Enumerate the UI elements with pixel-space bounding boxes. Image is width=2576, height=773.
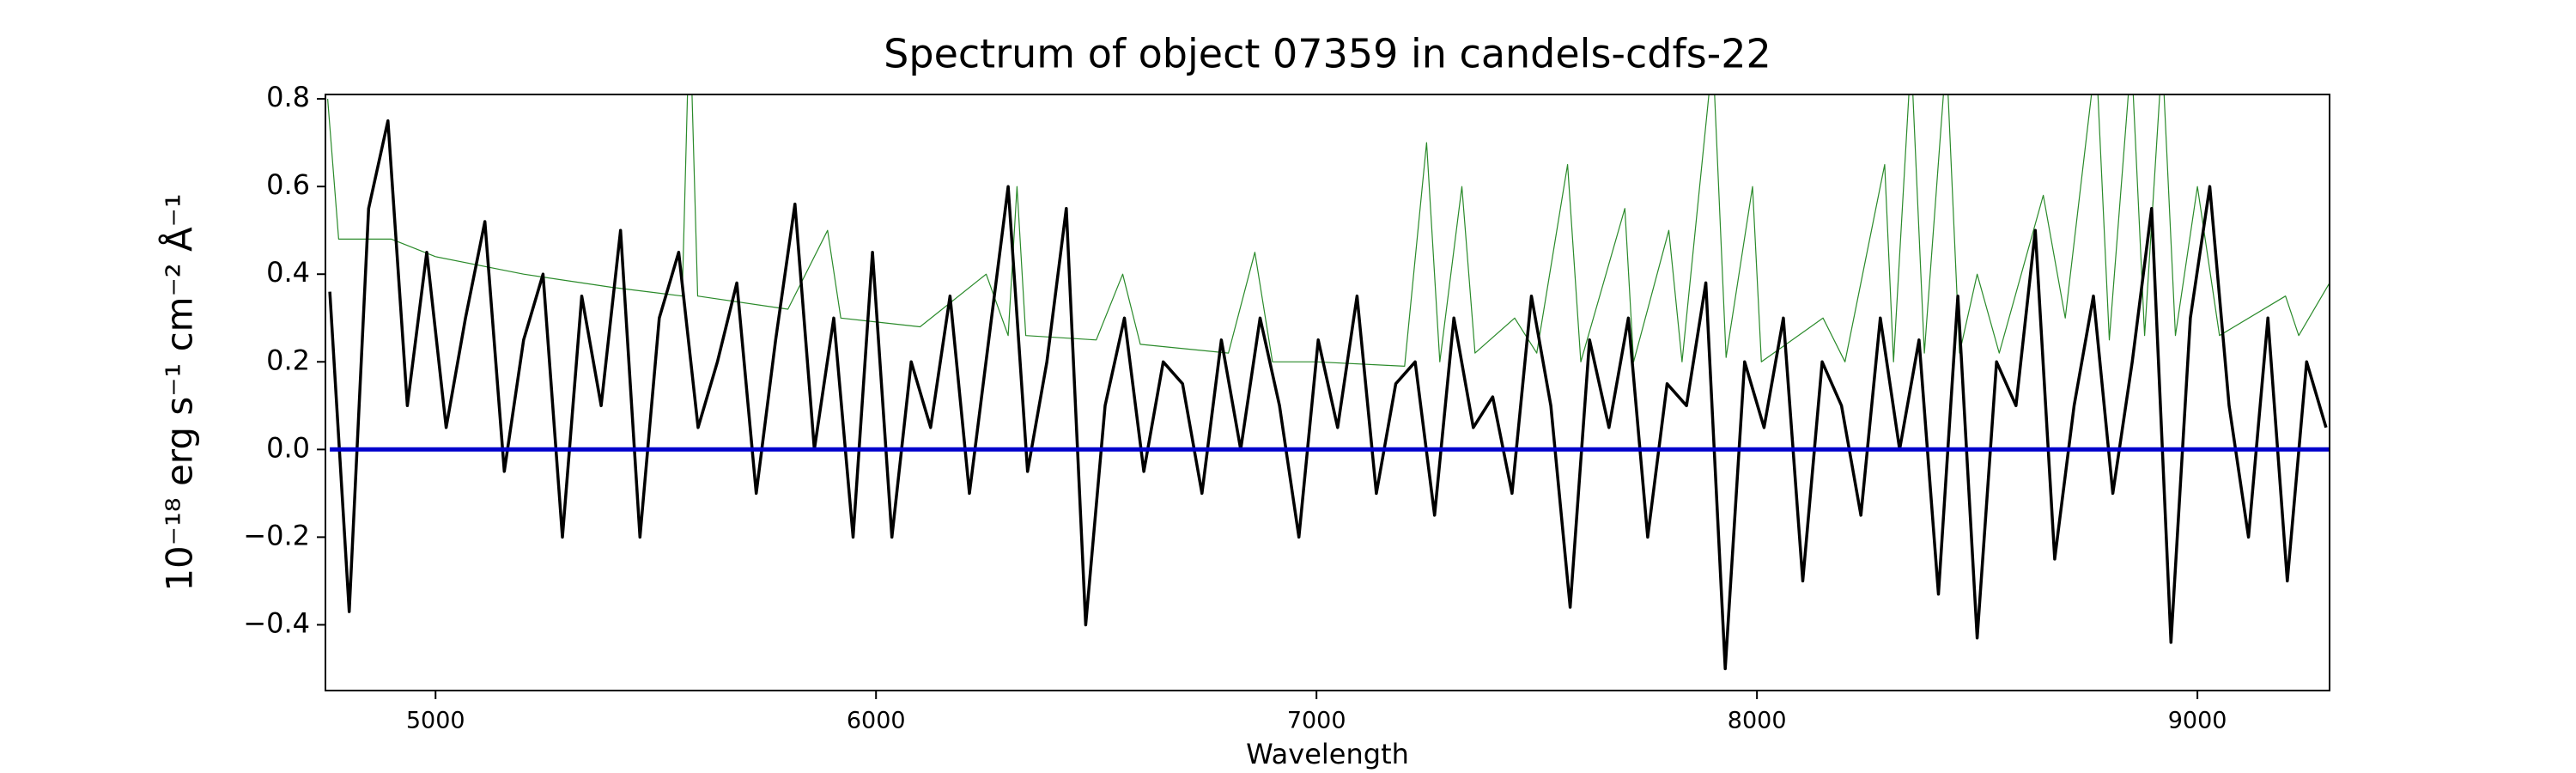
x-tick-label: 5000 bbox=[406, 708, 465, 734]
axes-frame bbox=[325, 94, 2330, 691]
spectrum-line bbox=[327, 94, 2330, 367]
x-tick-label: 9000 bbox=[2168, 708, 2227, 734]
y-tick-label: −0.2 bbox=[243, 519, 310, 551]
x-tick-label: 8000 bbox=[1728, 708, 1787, 734]
x-tick-label: 7000 bbox=[1287, 708, 1346, 734]
x-tick-label: 6000 bbox=[847, 708, 906, 734]
y-tick-label: −0.4 bbox=[243, 606, 310, 639]
plot-area bbox=[327, 94, 2330, 671]
y-axis-label: 10⁻¹⁸ erg s⁻¹ cm⁻² Å⁻¹ bbox=[158, 193, 201, 591]
y-tick-label: 0.6 bbox=[266, 168, 310, 201]
x-axis-label: Wavelength bbox=[1246, 738, 1409, 770]
y-tick-label: 0.0 bbox=[266, 431, 310, 464]
y-tick-label: 0.4 bbox=[266, 256, 310, 289]
y-tick-label: 0.8 bbox=[266, 81, 310, 113]
spectrum-line bbox=[328, 119, 2328, 671]
y-tick-label: 0.2 bbox=[266, 344, 310, 376]
chart-title: Spectrum of object 07359 in candels-cdfs… bbox=[884, 31, 1771, 77]
